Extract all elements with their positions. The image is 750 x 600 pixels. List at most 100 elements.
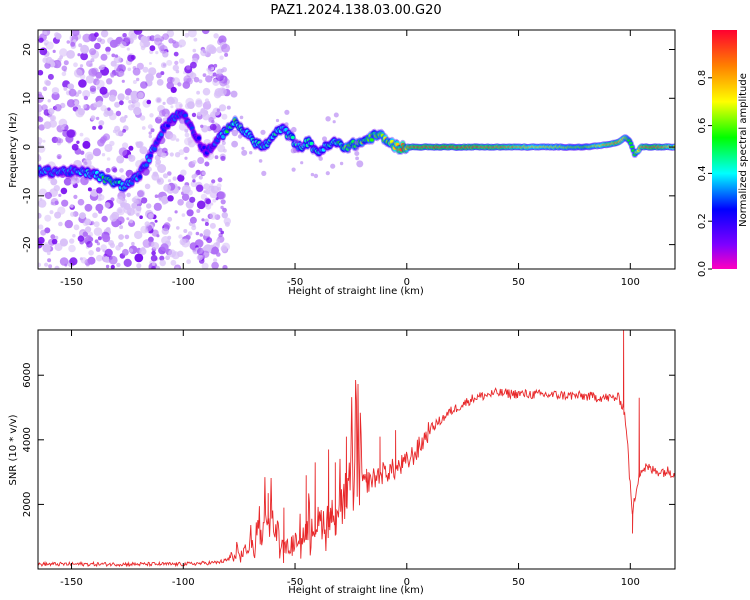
noise-speckle [110,264,115,269]
noise-speckle [47,108,55,115]
noise-speckle [95,203,104,212]
noise-speckle [209,222,216,229]
noise-speckle [93,227,103,236]
ridge-core [95,171,99,175]
snr-x-axis-title: Height of straight line (km) [288,585,424,596]
noise-speckle [38,104,43,113]
noise-speckle [87,256,96,265]
noise-speckle [100,105,107,112]
noise-speckle [203,190,207,194]
spectrogram-x-axis-title: Height of straight line (km) [288,286,424,297]
noise-speckle [124,115,128,119]
noise-speckle [117,208,123,214]
noise-speckle [158,109,166,117]
noise-speckle [134,230,143,240]
noise-speckle [97,236,102,241]
noise-speckle [117,93,125,101]
noise-speckle [146,99,152,105]
noise-speckle [186,209,194,217]
noise-speckle [154,194,159,198]
noise-speckle [119,168,124,173]
noise-speckle [141,126,146,130]
noise-speckle [63,86,68,91]
noise-speckle [89,48,97,56]
noise-speckle [72,30,80,37]
transition-blob [322,136,327,142]
noise-speckle [216,183,222,189]
ridge-core [628,142,633,145]
noise-speckle [51,92,60,101]
noise-speckle [225,84,230,89]
noise-speckle [102,234,111,243]
noise-speckle [161,152,167,158]
noise-speckle [80,150,85,155]
noise-speckle [51,87,60,95]
noise-speckle [98,125,103,130]
noise-speckle [38,111,41,117]
noise-speckle [50,178,58,186]
noise-speckle [58,138,64,144]
noise-speckle [47,99,51,103]
noise-speckle [68,244,76,253]
noise-speckle [218,191,226,200]
noise-speckle [209,123,217,131]
noise-speckle [167,179,172,183]
transition-blob [230,90,238,98]
noise-speckle [38,212,42,219]
noise-speckle [181,213,186,217]
snr-x-ticks: -150 -100 -50 0 50 100 [60,330,640,588]
noise-speckle [105,167,111,173]
noise-speckle [105,227,111,232]
noise-speckle [139,146,148,155]
noise-speckle [83,95,89,101]
transition-blob [231,129,238,137]
noise-speckle [92,125,97,130]
noise-speckle [175,102,183,110]
transition-blob [318,156,323,161]
noise-speckle [139,247,147,255]
noise-speckle [119,116,127,123]
noise-speckle [79,212,86,220]
ridge-core [395,142,400,147]
transition-blob [284,109,290,115]
noise-speckle [39,197,43,201]
noise-speckle [140,225,149,234]
noise-speckle [44,262,49,267]
noise-speckle [177,82,182,87]
noise-speckle [88,250,94,256]
snr-frame [37,329,676,570]
noise-speckle [218,87,227,96]
noise-speckle [179,238,187,246]
noise-speckle [211,120,215,124]
noise-speckle [133,106,142,116]
noise-speckle [117,64,126,73]
noise-speckle [163,222,171,230]
snr-series-line [38,330,675,568]
noise-speckle [77,198,85,206]
noise-speckle [149,113,154,118]
y-tick-label: 4000 [22,427,33,452]
noise-speckle [73,62,78,68]
noise-speckle [188,140,196,148]
noise-speckle [127,54,135,62]
noise-speckle [54,211,62,219]
noise-speckle [204,218,209,223]
noise-speckle [178,122,187,131]
figure-title: PAZ1.2024.138.03.00.G20 [270,3,441,18]
ridge-core [137,175,142,179]
noise-speckle [151,266,156,269]
transition-blob [325,116,331,122]
noise-speckle [204,230,210,236]
noise-speckle [38,137,43,145]
noise-speckle [77,89,82,95]
noise-speckle [70,41,76,47]
noise-speckle [184,32,190,38]
noise-speckle [174,152,181,158]
x-tick-label: -50 [287,577,303,588]
noise-speckle [132,80,137,84]
noise-speckle [60,187,68,195]
noise-speckle [216,252,221,257]
x-tick-label: -100 [172,577,195,588]
ridge-core [390,139,394,144]
noise-speckle [90,58,95,63]
